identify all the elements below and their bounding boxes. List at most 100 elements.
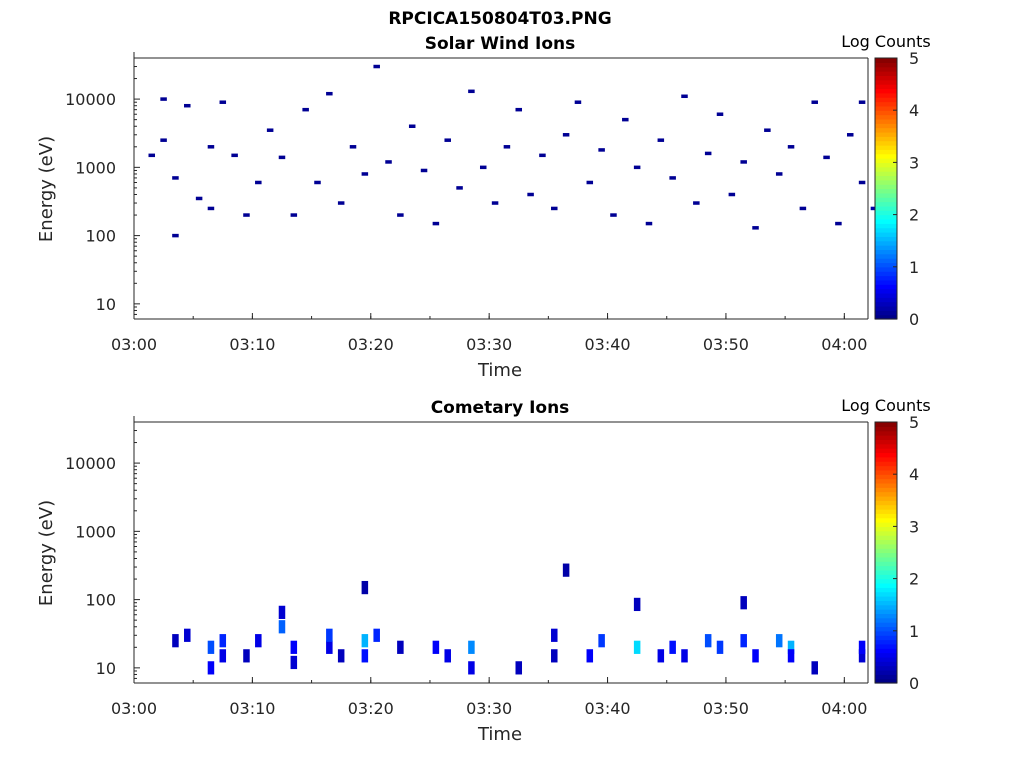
colorbar-segment [875,188,897,194]
data-cell [823,155,830,160]
y-tick-label: 1000 [75,522,116,541]
data-cell [716,112,724,116]
data-cell [326,628,333,642]
colorbar-segment [875,465,897,471]
colorbar-segment [875,97,897,103]
colorbar-segment [875,75,897,81]
colorbar-segment [875,84,897,90]
y-tick-label: 10 [96,659,116,678]
colorbar-segment [875,556,897,562]
y-tick-label: 10000 [65,454,116,473]
solar-wind-ylabel: Energy (eV) [36,136,57,242]
data-cell [704,151,712,156]
cometary-plot-area: 03:00 03:10 03:20 03:30 03:40 03:50 04:0010100… [65,413,919,718]
data-cell [290,213,298,217]
data-cell [231,153,238,158]
colorbar-segment [875,305,897,311]
data-cell [657,138,665,142]
x-tick-label: 03:20 [348,699,394,718]
data-cell [657,649,665,663]
data-cell [551,628,558,642]
y-tick-label: 100 [85,227,116,246]
colorbar-segment [875,596,897,601]
data-cell [669,640,676,654]
data-cell [551,206,558,211]
colorbar-segment [875,587,897,593]
colorbar-segment [875,288,897,294]
x-tick-label: 04:00 [821,335,867,354]
colorbar-segment [875,275,897,281]
data-cell [172,634,179,648]
data-cell [243,649,250,663]
data-cell [361,580,369,595]
data-cell [491,201,499,205]
x-tick-label: 03:40 [584,335,630,354]
data-cell [586,649,594,663]
colorbar-segment [875,600,897,606]
data-cell [787,649,795,663]
colorbar-segment [875,669,897,675]
colorbar-tick-label: 5 [909,413,919,432]
colorbar-segment [875,258,897,264]
colorbar-tick-label: 3 [909,517,919,536]
data-cell [255,180,262,185]
colorbar-segment [875,543,897,549]
colorbar-segment [875,456,897,462]
colorbar-segment [875,509,897,514]
y-tick-label: 1000 [75,158,116,177]
colorbar-segment [875,478,897,484]
data-cell [207,661,215,675]
colorbar-segment [875,110,897,116]
colorbar-segment [875,62,897,68]
y-tick-label: 10 [96,295,116,314]
colorbar-segment [875,297,897,303]
data-cell [515,107,523,112]
colorbar-segment [875,461,897,467]
colorbar-segment [875,101,897,107]
colorbar-segment [875,591,897,597]
colorbar-tick-label: 2 [909,206,919,225]
colorbar-segment [875,665,897,671]
colorbar-segment [875,565,897,571]
data-cell [266,128,274,132]
data-cell [633,165,641,170]
colorbar-segment [875,214,897,220]
colorbar-segment [875,569,897,575]
colorbar-segment [875,469,897,475]
data-cell [633,640,641,654]
data-cell [207,640,215,654]
colorbar-segment [875,482,897,488]
data-cell [610,213,617,217]
colorbar-segment [875,561,897,567]
colorbar-segment [875,422,897,427]
x-tick-label: 03:30 [466,699,512,718]
colorbar-segment [875,266,897,272]
colorbar-segment [875,262,897,268]
y-tick-label: 10000 [65,90,116,109]
data-cell [551,649,558,663]
data-cell [787,145,795,149]
colorbar-segment [875,136,897,142]
colorbar-frame [874,57,898,320]
x-tick-label: 04:00 [821,699,867,718]
data-cell [432,221,440,226]
colorbar-segment [875,197,897,203]
data-cell [775,634,783,648]
data-cell [207,145,215,149]
colorbar-segment [875,448,897,454]
data-cell [764,128,771,132]
data-cell [598,634,605,648]
colorbar-segment [875,92,897,98]
colorbar-segment [875,656,897,662]
data-cell [562,133,570,137]
data-cell [207,206,215,211]
data-cell [337,649,345,663]
data-cell [243,213,250,217]
plot-background [134,422,868,683]
colorbar-tick-label: 4 [909,465,919,484]
colorbar-segment [875,539,897,545]
data-cell [361,649,369,663]
colorbar-segment [875,661,897,667]
colorbar-segment [875,430,897,436]
